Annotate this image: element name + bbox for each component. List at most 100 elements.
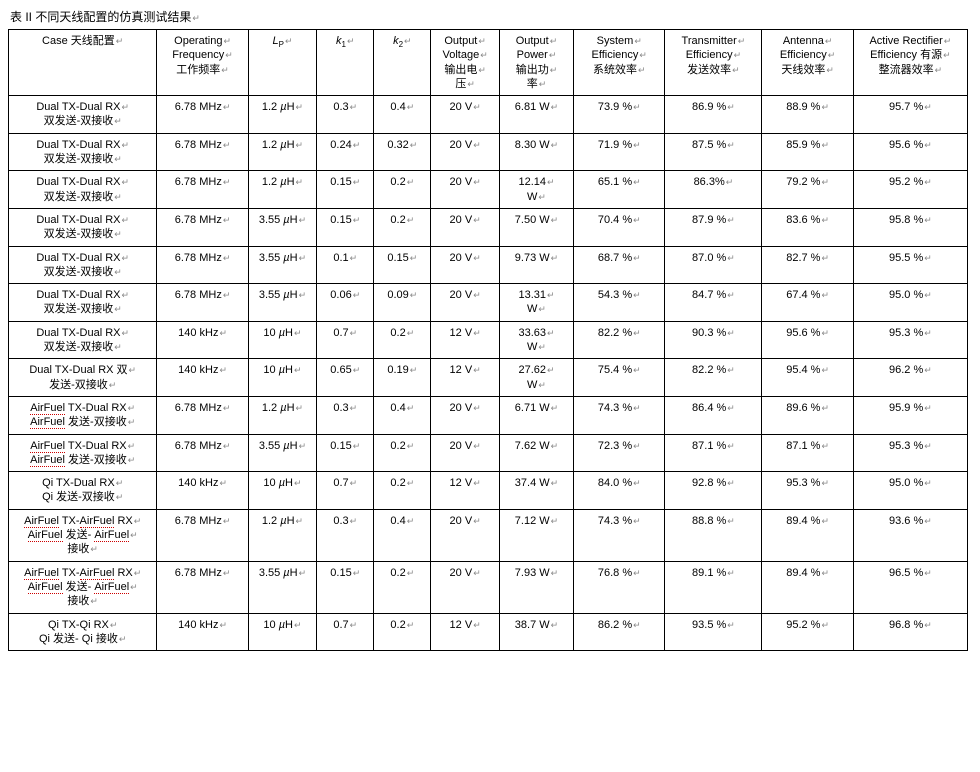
cell-pout: 8.30 W↵ [499,133,573,171]
cell-k2: 0.2↵ [374,434,431,472]
paragraph-mark-icon: ↵ [122,290,130,302]
paragraph-mark-icon: ↵ [296,102,304,114]
paragraph-mark-icon: ↵ [223,403,231,415]
paragraph-mark-icon: ↵ [539,79,547,91]
paragraph-mark-icon: ↵ [821,441,829,453]
paragraph-mark-icon: ↵ [547,328,555,340]
cell-anteff: 83.6 %↵ [762,208,853,246]
cell-freq: 140 kHz↵ [157,613,248,651]
cell-lp: 3.55 µH↵ [248,561,317,613]
paragraph-mark-icon: ↵ [633,253,641,265]
paragraph-mark-icon: ↵ [473,102,481,114]
paragraph-mark-icon: ↵ [821,253,829,265]
paragraph-mark-icon: ↵ [478,65,486,77]
cell-txeff: 93.5 %↵ [665,613,762,651]
results-table: Case 天线配置↵Operating↵Frequency↵工作频率↵LP↵k1… [8,29,968,651]
paragraph-mark-icon: ↵ [350,516,358,528]
cell-pout: 9.73 W↵ [499,246,573,284]
paragraph-mark-icon: ↵ [410,140,418,152]
table-row: Dual TX-Dual RX↵双发送-双接收↵6.78 MHz↵1.2 µH↵… [9,171,968,209]
cell-anteff: 89.4 %↵ [762,561,853,613]
cell-txeff: 90.3 %↵ [665,321,762,359]
paragraph-mark-icon: ↵ [633,215,641,227]
cell-case: AirFuel TX-AirFuel RX↵AirFuel 发送- AirFue… [9,561,157,613]
cell-pout: 37.4 W↵ [499,472,573,510]
paragraph-mark-icon: ↵ [223,140,231,152]
cell-k2: 0.4↵ [374,509,431,561]
paragraph-mark-icon: ↵ [294,620,302,632]
cell-case: Dual TX-Dual RX↵双发送-双接收↵ [9,321,157,359]
cell-txeff: 88.8 %↵ [665,509,762,561]
cell-k1: 0.24↵ [317,133,374,171]
paragraph-mark-icon: ↵ [122,140,130,152]
cell-anteff: 88.9 %↵ [762,96,853,134]
paragraph-mark-icon: ↵ [538,380,546,392]
table-row: Dual TX-Dual RX 双↵发送-双接收↵140 kHz↵10 µH↵0… [9,359,968,397]
cell-anteff: 95.6 %↵ [762,321,853,359]
cell-recteff: 95.8 %↵ [853,208,967,246]
cell-txeff: 87.5 %↵ [665,133,762,171]
paragraph-mark-icon: ↵ [943,50,951,62]
cell-pout: 7.93 W↵ [499,561,573,613]
paragraph-mark-icon: ↵ [924,620,932,632]
cell-lp: 1.2 µH↵ [248,396,317,434]
cell-k1: 0.1↵ [317,246,374,284]
title-text: 表 II 不同天线配置的仿真测试结果 [10,10,191,24]
cell-recteff: 95.5 %↵ [853,246,967,284]
cell-k1: 0.3↵ [317,96,374,134]
cell-lp: 1.2 µH↵ [248,133,317,171]
paragraph-mark-icon: ↵ [119,634,127,646]
cell-k1: 0.3↵ [317,396,374,434]
paragraph-mark-icon: ↵ [924,102,932,114]
paragraph-mark-icon: ↵ [353,140,361,152]
column-header-syseff: System↵Efficiency↵系统效率↵ [574,30,665,96]
paragraph-mark-icon: ↵ [538,342,546,354]
cell-lp: 1.2 µH↵ [248,509,317,561]
cell-k1: 0.15↵ [317,434,374,472]
cell-k2: 0.2↵ [374,472,431,510]
paragraph-mark-icon: ↵ [116,478,124,490]
paragraph-mark-icon: ↵ [350,102,358,114]
paragraph-mark-icon: ↵ [285,36,293,48]
paragraph-mark-icon: ↵ [114,342,122,354]
paragraph-mark-icon: ↵ [727,403,735,415]
cell-lp: 3.55 µH↵ [248,208,317,246]
cell-syseff: 71.9 %↵ [574,133,665,171]
cell-k2: 0.2↵ [374,613,431,651]
paragraph-mark-icon: ↵ [350,403,358,415]
paragraph-mark-icon: ↵ [407,177,415,189]
cell-recteff: 93.6 %↵ [853,509,967,561]
paragraph-mark-icon: ↵ [473,568,481,580]
paragraph-mark-icon: ↵ [547,365,555,377]
cell-pout: 13.31↵W↵ [499,284,573,322]
cell-lp: 1.2 µH↵ [248,171,317,209]
column-header-pout: Output↵Power↵输出功↵率↵ [499,30,573,96]
cell-anteff: 95.2 %↵ [762,613,853,651]
paragraph-mark-icon: ↵ [633,328,641,340]
cell-k1: 0.15↵ [317,208,374,246]
paragraph-mark-icon: ↵ [122,328,130,340]
paragraph-mark-icon: ↵ [407,516,415,528]
cell-txeff: 89.1 %↵ [665,561,762,613]
cell-lp: 3.55 µH↵ [248,434,317,472]
paragraph-mark-icon: ↵ [924,568,932,580]
cell-vout: 20 V↵ [431,133,500,171]
paragraph-mark-icon: ↵ [924,140,932,152]
cell-pout: 27.62↵W↵ [499,359,573,397]
table-row: Dual TX-Dual RX↵双发送-双接收↵6.78 MHz↵3.55 µH… [9,208,968,246]
paragraph-mark-icon: ↵ [550,36,558,48]
paragraph-mark-icon: ↵ [353,215,361,227]
cell-vout: 12 V↵ [431,472,500,510]
cell-lp: 10 µH↵ [248,321,317,359]
paragraph-mark-icon: ↵ [114,154,122,166]
cell-syseff: 72.3 %↵ [574,434,665,472]
paragraph-mark-icon: ↵ [727,365,735,377]
paragraph-mark-icon: ↵ [480,50,488,62]
cell-txeff: 87.9 %↵ [665,208,762,246]
paragraph-mark-icon: ↵ [294,478,302,490]
paragraph-mark-icon: ↵ [223,102,231,114]
cell-freq: 6.78 MHz↵ [157,434,248,472]
cell-anteff: 95.3 %↵ [762,472,853,510]
cell-anteff: 89.4 %↵ [762,509,853,561]
cell-syseff: 75.4 %↵ [574,359,665,397]
